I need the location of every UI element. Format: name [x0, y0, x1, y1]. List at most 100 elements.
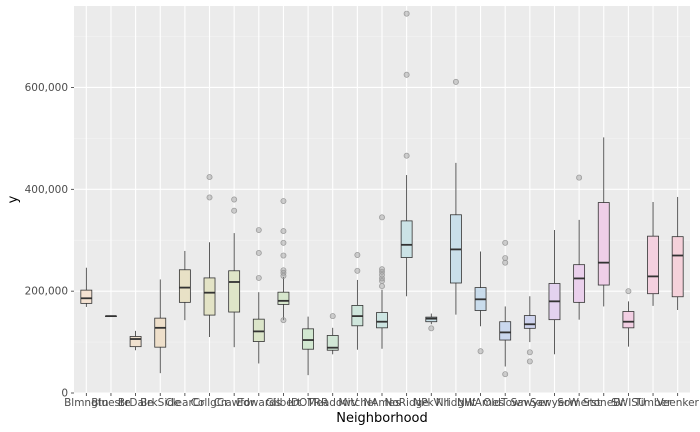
box-iqr — [203, 277, 216, 316]
box-iqr — [178, 269, 191, 303]
outlier-point — [452, 78, 459, 85]
outlier-point — [280, 228, 287, 235]
x-tick-label: MeadowV — [307, 397, 359, 409]
box-iqr — [376, 312, 388, 329]
box-iqr — [277, 291, 290, 305]
box-iqr — [523, 315, 536, 329]
outlier-point — [354, 267, 361, 274]
box-iqr — [129, 336, 142, 348]
x-tick-label: Timber — [634, 397, 672, 409]
outlier-point — [379, 214, 385, 221]
outlier-point — [280, 317, 287, 324]
outlier-point — [502, 259, 509, 266]
box-iqr — [499, 321, 512, 341]
outlier-point — [625, 288, 632, 295]
box-SWISU — [622, 288, 635, 347]
outlier-point — [576, 174, 583, 181]
x-tick-label: Blmngtn — [64, 397, 108, 409]
outlier-point — [502, 239, 509, 246]
y-tick-label: 600,000 — [25, 82, 68, 94]
x-tick-label: BrDale — [118, 397, 153, 409]
outlier-point — [526, 358, 533, 365]
box-Veenker — [671, 196, 684, 310]
x-tick-label: Crawfor — [214, 397, 256, 409]
y-tick-label: 400,000 — [25, 184, 68, 196]
box-Sawyer — [523, 296, 536, 365]
boxplot-series — [80, 10, 684, 378]
x-axis: BlmngtnBluesteBrDaleBrkSideClearCrCollgC… — [64, 393, 700, 409]
x-tick-label: Blueste — [91, 397, 130, 409]
box-NAmes — [376, 214, 388, 349]
x-tick-label: Edwards — [237, 397, 282, 409]
outlier-point — [329, 313, 336, 320]
box-NoRidge — [400, 10, 413, 297]
box-iqr — [622, 311, 635, 329]
box-Mitchel — [351, 252, 364, 350]
box-iqr — [647, 235, 659, 295]
outlier-point — [379, 283, 385, 290]
box-iqr — [302, 328, 314, 350]
box-IDOTRR — [302, 316, 314, 376]
outlier-point — [477, 348, 484, 355]
outlier-point — [255, 227, 262, 234]
x-tick-label: CollgCr — [191, 397, 230, 409]
outlier-point — [403, 152, 410, 159]
x-tick-label: Somerst — [557, 397, 601, 409]
outlier-point — [526, 349, 533, 356]
x-tick-label: SWISU — [611, 397, 646, 409]
x-tick-label: OldTown — [483, 397, 527, 409]
outlier-point — [206, 174, 213, 181]
box-Somerst — [573, 174, 586, 320]
x-tick-label: NAmes — [363, 397, 400, 409]
outlier-point — [280, 272, 287, 279]
box-NPkVill — [425, 313, 438, 332]
box-iqr — [597, 202, 610, 286]
box-iqr — [573, 264, 586, 303]
box-iqr — [252, 318, 265, 342]
x-tick-label: Mitchel — [338, 397, 376, 409]
outlier-point — [354, 252, 361, 258]
outlier-point — [255, 250, 262, 256]
x-tick-label: IDOTRR — [288, 397, 328, 409]
y-axis-title: y — [6, 195, 21, 203]
box-Crawfor — [228, 196, 241, 348]
outlier-point — [428, 325, 435, 332]
x-tick-label: ClearCr — [165, 397, 205, 409]
box-NridgHt — [450, 78, 462, 315]
x-tick-label: StoneBr — [583, 397, 626, 409]
x-tick-label: NPkVill — [413, 397, 449, 409]
box-iqr — [80, 289, 93, 304]
box-OldTown — [499, 239, 512, 378]
box-StoneBr — [597, 137, 610, 307]
x-tick-label: Gilbert — [266, 397, 302, 409]
box-MeadowV — [326, 313, 339, 355]
box-iqr — [154, 317, 167, 348]
box-iqr — [400, 220, 413, 258]
x-tick-label: SawyerW — [530, 397, 580, 409]
box-SawyerW — [548, 230, 561, 355]
box-iqr — [228, 270, 241, 313]
x-tick-label: NridgHt — [436, 397, 476, 409]
outlier-point — [379, 271, 385, 278]
box-Gilbert — [277, 198, 290, 324]
y-axis: 0 200,000 400,000 600,000 — [25, 82, 74, 400]
outlier-point — [502, 255, 509, 262]
outlier-point — [280, 239, 287, 246]
box-NWAmes — [474, 251, 487, 355]
box-iqr — [326, 335, 339, 351]
box-Edwards — [252, 227, 265, 364]
box-Blueste — [105, 315, 117, 318]
outlier-point — [379, 266, 385, 273]
outlier-point — [502, 371, 509, 378]
outlier-point — [255, 274, 262, 281]
outlier-point — [231, 196, 238, 203]
box-Blmngtn — [80, 267, 93, 307]
box-iqr — [671, 236, 684, 298]
outlier-point — [280, 198, 287, 204]
box-BrDale — [129, 330, 142, 351]
x-tick-label: NoRidge — [384, 397, 428, 409]
outlier-point — [231, 207, 238, 214]
outlier-point — [206, 194, 213, 201]
x-tick-label: Veenker — [656, 397, 699, 409]
